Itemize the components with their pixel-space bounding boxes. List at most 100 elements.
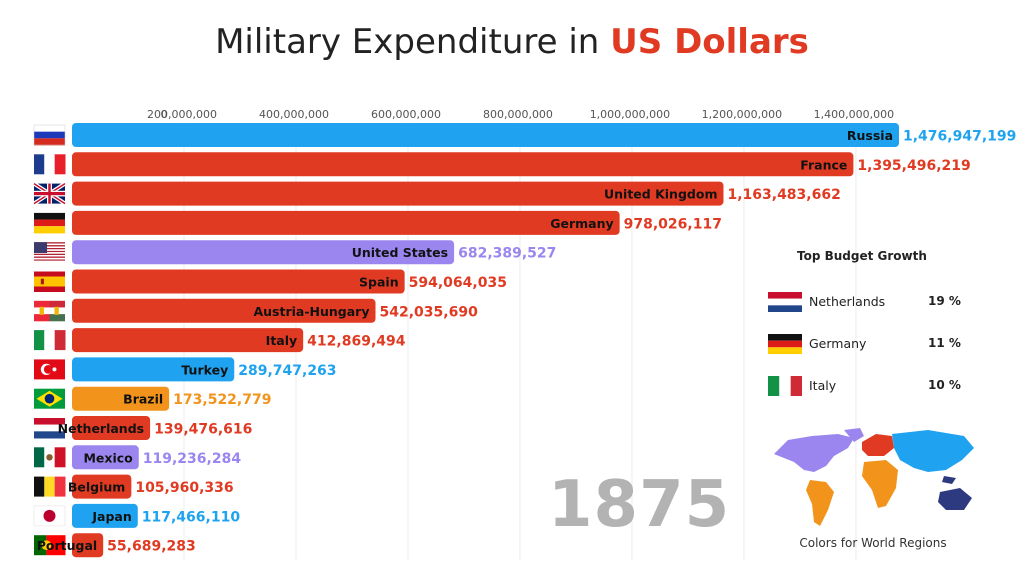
- bar: [72, 386, 170, 411]
- bar: [72, 416, 151, 440]
- bar-row: Austria-Hungary 542,035,690: [34, 298, 479, 323]
- islands-region: [942, 476, 956, 484]
- bar-value-label: 173,522,779: [173, 392, 271, 408]
- bar-country-label: France: [800, 157, 847, 172]
- bar-country-label: Italy: [266, 333, 298, 348]
- brazil-flag-icon: [34, 388, 65, 409]
- bar-row: Mexico 119,236,284: [34, 445, 242, 470]
- bar-row: United States 682,389,527: [34, 240, 556, 265]
- x-tick-label: 1,000,000,000: [590, 108, 670, 121]
- bar: [72, 474, 132, 499]
- x-tick-label: 0: [161, 108, 168, 121]
- bar-row: Spain 594,064,035: [34, 269, 507, 294]
- bar-row: United Kingdom 1,163,483,662: [32, 181, 841, 206]
- bar-country-label: Japan: [91, 509, 131, 524]
- growth-country: Italy: [809, 378, 837, 393]
- bar-value-label: 594,064,035: [409, 275, 507, 291]
- north-america-region: [774, 434, 854, 472]
- bar-value-label: 542,035,690: [380, 304, 479, 320]
- bar-country-label: Belgium: [68, 480, 125, 495]
- growth-row-2: Germany 11 %: [768, 332, 968, 356]
- bar-value-label: 119,236,284: [143, 451, 242, 467]
- growth-value: 10 %: [928, 378, 961, 392]
- growth-value: 11 %: [928, 336, 961, 350]
- x-tick-label: 200,000,000: [147, 108, 217, 121]
- bar-row: Turkey 289,747,263: [34, 357, 337, 382]
- x-tick-label: 800,000,000: [483, 108, 553, 121]
- austria-hungary-flag-icon: [34, 300, 65, 322]
- regions-caption: Colors for World Regions: [799, 536, 947, 550]
- japan-flag-icon: [33, 505, 66, 527]
- bar-row: Russia 1,476,947,199: [33, 123, 1016, 147]
- germany-flag-icon: [34, 212, 65, 234]
- mexico-flag-icon: [34, 447, 66, 468]
- bar-row: Netherlands 139,476,616: [34, 416, 252, 440]
- south-america-region: [806, 480, 834, 526]
- netherlands-flag-icon: [768, 292, 802, 312]
- africa-region: [862, 460, 898, 508]
- bar-value-label: 117,466,110: [142, 509, 241, 525]
- bar-value-label: 682,389,527: [458, 246, 556, 262]
- bar: [72, 357, 235, 382]
- bar-country-label: Netherlands: [58, 421, 144, 436]
- growth-country: Germany: [809, 336, 867, 351]
- italy-flag-icon: [768, 376, 802, 396]
- bar-row: Portugal 55,689,283: [34, 533, 196, 558]
- bar-country-label: Spain: [359, 275, 399, 290]
- bar: [72, 445, 139, 470]
- spain-flag-icon: [34, 271, 65, 292]
- turkey-flag-icon: [34, 359, 65, 380]
- bar-value-label: 1,476,947,199: [903, 129, 1016, 145]
- netherlands-flag-icon: [34, 418, 65, 439]
- bar-row: Italy 412,869,494: [34, 328, 406, 353]
- italy-flag-icon: [34, 330, 66, 351]
- bar-country-label: Russia: [847, 128, 893, 143]
- bar-row: France 1,395,496,219: [34, 152, 971, 177]
- bar-value-label: 978,026,117: [624, 216, 722, 232]
- bar-country-label: United Kingdom: [604, 187, 717, 202]
- bar: [72, 123, 899, 147]
- bar-value-label: 139,476,616: [154, 422, 252, 438]
- uk-flag-icon: [32, 181, 67, 206]
- year-label: 1875: [548, 468, 731, 542]
- bar: [72, 240, 455, 265]
- bar-row: Japan 117,466,110: [33, 503, 241, 528]
- oceania-region: [938, 488, 972, 510]
- bar: [72, 298, 376, 323]
- bar-country-label: Turkey: [181, 362, 228, 377]
- growth-row-1: Netherlands 19 %: [768, 290, 968, 314]
- bar-row: Belgium 105,960,336: [34, 474, 234, 499]
- asia-region: [892, 430, 974, 472]
- bar-country-label: Austria-Hungary: [253, 304, 369, 319]
- germany-flag-icon: [768, 334, 802, 354]
- bar: [72, 210, 620, 235]
- usa-flag-icon: [34, 242, 65, 263]
- bar: [72, 181, 724, 206]
- bar: [72, 503, 138, 528]
- bar: [72, 328, 304, 353]
- bar-value-label: 412,869,494: [307, 334, 406, 350]
- world-regions-map-icon: [774, 428, 974, 526]
- bar-country-label: Brazil: [123, 392, 163, 407]
- portugal-flag-icon: [34, 535, 66, 556]
- chart-title-prefix: Military Expenditure in: [215, 22, 611, 62]
- bar: [72, 152, 854, 177]
- bar-country-label: Portugal: [37, 538, 97, 553]
- growth-panel-title: Top Budget Growth: [797, 249, 927, 263]
- bar-country-label: United States: [352, 245, 448, 260]
- bar-value-label: 1,395,496,219: [857, 158, 970, 174]
- bar-country-label: Mexico: [83, 450, 133, 465]
- growth-country: Netherlands: [809, 294, 886, 309]
- growth-value: 19 %: [928, 294, 961, 308]
- bar-row: Brazil 173,522,779: [34, 386, 271, 411]
- bar: [72, 533, 104, 558]
- bar-country-label: Germany: [550, 216, 613, 231]
- bar-value-label: 55,689,283: [107, 539, 196, 555]
- x-tick-label: 1,400,000,000: [814, 108, 894, 121]
- x-tick-label: 1,200,000,000: [702, 108, 782, 121]
- x-tick-label: 400,000,000: [259, 108, 329, 121]
- chart-title-highlight: US Dollars: [610, 22, 809, 62]
- growth-row-3: Italy 10 %: [768, 374, 968, 398]
- chart-title: Military Expenditure in US Dollars: [0, 22, 1024, 62]
